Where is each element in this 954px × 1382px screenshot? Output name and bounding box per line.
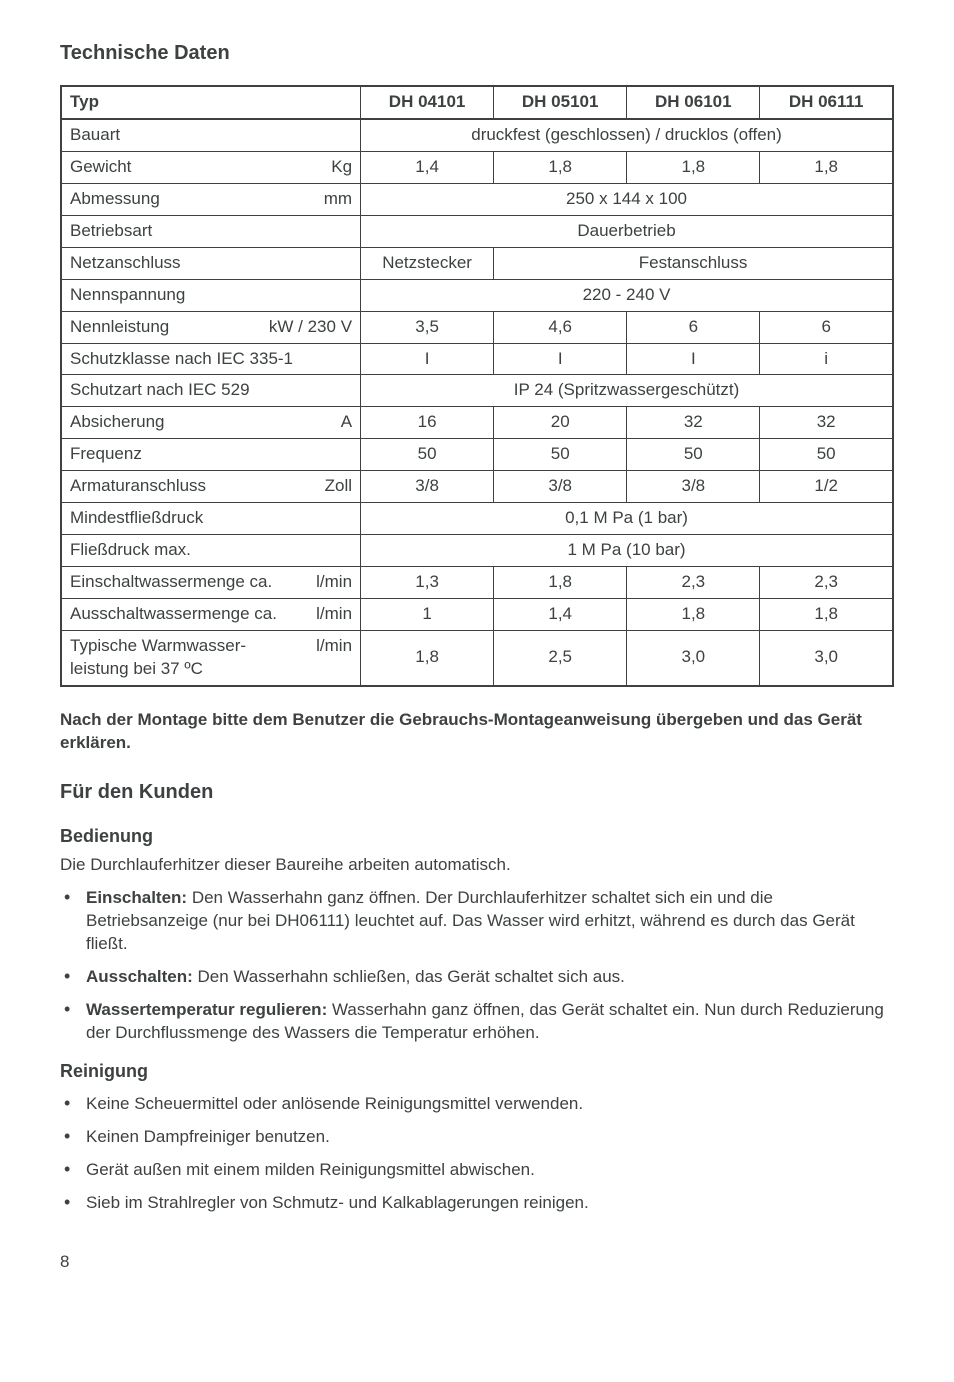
table-cell: 50: [361, 439, 494, 471]
table-head-label: Typ: [61, 86, 361, 119]
table-cell: 50: [760, 439, 893, 471]
list-item: Sieb im Strahlregler von Schmutz- und Ka…: [60, 1192, 894, 1215]
table-row-label: Nennspannung: [61, 279, 361, 311]
table-cell: i: [760, 343, 893, 375]
list-item: Ausschalten: Den Wasserhahn schließen, d…: [60, 966, 894, 989]
table-cell: 0,1 M Pa (1 bar): [361, 503, 893, 535]
table-cell: 1,4: [361, 151, 494, 183]
page-number: 8: [60, 1251, 894, 1274]
table-cell: 1,8: [760, 599, 893, 631]
table-row-label: Fließdruck max.: [61, 535, 361, 567]
list-item: Wassertemperatur regulieren: Wasserhahn …: [60, 999, 894, 1045]
table-row-label: Abmessungmm: [61, 183, 361, 215]
table-cell: 1: [361, 599, 494, 631]
table-row-label: Netzanschluss: [61, 247, 361, 279]
table-cell: 1,3: [361, 567, 494, 599]
list-item: Einschalten: Den Wasserhahn ganz öffnen.…: [60, 887, 894, 956]
table-cell: 1,8: [494, 567, 627, 599]
table-cell: 1,8: [627, 599, 760, 631]
table-cell: 1,8: [494, 151, 627, 183]
table-row-label: Ausschaltwassermenge ca.l/min: [61, 599, 361, 631]
reinigung-heading: Reinigung: [60, 1059, 894, 1083]
table-row-label: Einschaltwassermenge ca.l/min: [61, 567, 361, 599]
table-cell: 50: [494, 439, 627, 471]
table-cell: IP 24 (Spritzwassergeschützt): [361, 375, 893, 407]
table-cell: 3/8: [361, 471, 494, 503]
list-item: Keinen Dampfreiniger benutzen.: [60, 1126, 894, 1149]
table-row-label: GewichtKg: [61, 151, 361, 183]
bedienung-intro: Die Durchlauferhitzer dieser Baureihe ar…: [60, 854, 894, 877]
list-item: Gerät außen mit einem milden Reinigungsm…: [60, 1159, 894, 1182]
table-row-label: NennleistungkW / 230 V: [61, 311, 361, 343]
table-cell: 32: [627, 407, 760, 439]
table-row-label: Mindestfließdruck: [61, 503, 361, 535]
table-cell: 1,8: [627, 151, 760, 183]
table-head-model: DH 05101: [494, 86, 627, 119]
section-heading-kunde: Für den Kunden: [60, 779, 894, 806]
table-cell: I: [361, 343, 494, 375]
table-cell: 3,0: [627, 630, 760, 685]
table-cell: 16: [361, 407, 494, 439]
table-cell: 6: [627, 311, 760, 343]
table-cell: 50: [627, 439, 760, 471]
table-row-label: Frequenz: [61, 439, 361, 471]
table-cell: 3/8: [627, 471, 760, 503]
table-cell: Netzstecker: [361, 247, 494, 279]
table-cell: 3,0: [760, 630, 893, 685]
table-row-label: ArmaturanschlussZoll: [61, 471, 361, 503]
table-cell: 1,8: [760, 151, 893, 183]
table-cell: 2,3: [760, 567, 893, 599]
table-cell: 3,5: [361, 311, 494, 343]
table-row-label: AbsicherungA: [61, 407, 361, 439]
spec-table: TypDH 04101DH 05101DH 06101DH 06111 Bauar…: [60, 85, 894, 687]
table-head-model: DH 04101: [361, 86, 494, 119]
table-cell: 1,4: [494, 599, 627, 631]
table-cell: 3/8: [494, 471, 627, 503]
table-cell: 2,5: [494, 630, 627, 685]
table-row-label: Typische Warmwasser-leistung bei 37 ºCl/…: [61, 630, 361, 685]
table-row-label: Schutzklasse nach IEC 335-1: [61, 343, 361, 375]
table-cell: 4,6: [494, 311, 627, 343]
section-heading-tech: Technische Daten: [60, 40, 894, 67]
table-head-model: DH 06111: [760, 86, 893, 119]
table-row-label: Bauart: [61, 119, 361, 151]
table-row-label: Betriebsart: [61, 215, 361, 247]
table-cell: 220 - 240 V: [361, 279, 893, 311]
table-cell: Festanschluss: [494, 247, 893, 279]
table-cell: 2,3: [627, 567, 760, 599]
table-cell: Dauerbetrieb: [361, 215, 893, 247]
table-cell: 1 M Pa (10 bar): [361, 535, 893, 567]
table-cell: 1/2: [760, 471, 893, 503]
table-cell: 1,8: [361, 630, 494, 685]
reinigung-list: Keine Scheuermittel oder anlösende Reini…: [60, 1093, 894, 1215]
list-item: Keine Scheuermittel oder anlösende Reini…: [60, 1093, 894, 1116]
table-cell: I: [627, 343, 760, 375]
table-cell: druckfest (geschlossen) / drucklos (offe…: [361, 119, 893, 151]
table-row-label: Schutzart nach IEC 529: [61, 375, 361, 407]
bedienung-heading: Bedienung: [60, 824, 894, 848]
bedienung-list: Einschalten: Den Wasserhahn ganz öffnen.…: [60, 887, 894, 1045]
table-cell: 32: [760, 407, 893, 439]
table-cell: I: [494, 343, 627, 375]
table-cell: 20: [494, 407, 627, 439]
table-cell: 250 x 144 x 100: [361, 183, 893, 215]
montage-note: Nach der Montage bitte dem Benutzer die …: [60, 709, 894, 755]
table-cell: 6: [760, 311, 893, 343]
table-head-model: DH 06101: [627, 86, 760, 119]
